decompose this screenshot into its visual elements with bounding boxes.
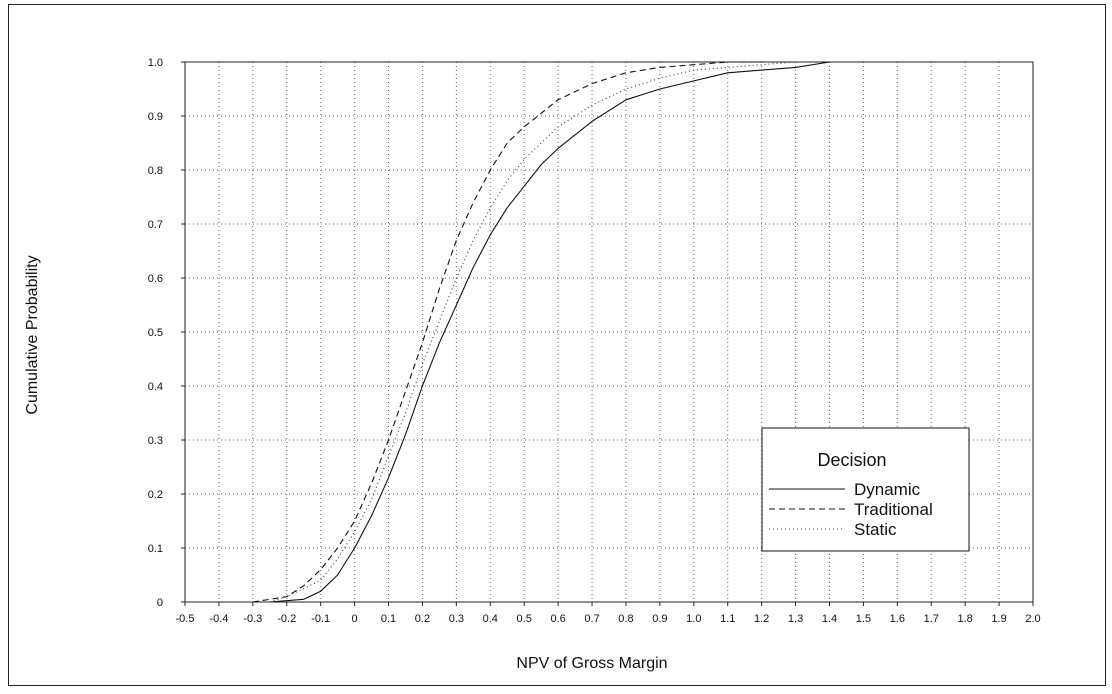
x-tick-label: -0.3 (243, 613, 262, 625)
series-line-static (269, 61, 796, 603)
x-tick-label: 0.8 (618, 613, 633, 625)
chart-frame: -0.5 -0.4 -0.3 -0.2 -0.1 0 0.1 0.2 0.3 0.4 0.5 0.6 0… (8, 4, 1106, 686)
ticks-layer: -0.5 -0.4 -0.3 -0.2 -0.1 0 0.1 0.2 0.3 0.4 0.5 0.6 0… (148, 57, 1041, 625)
y-tick-label: 0.5 (148, 327, 163, 339)
x-tick-label: 2.0 (1025, 613, 1040, 625)
cdf-line-chart: -0.5 -0.4 -0.3 -0.2 -0.1 0 0.1 0.2 0.3 0.4 0.5 0.6 0… (24, 57, 1041, 672)
y-tick-label: 0.8 (148, 165, 163, 177)
y-tick-label: 0.2 (148, 489, 163, 501)
legend-label-traditional: Traditional (854, 500, 933, 519)
x-tick-label: 0.9 (652, 613, 667, 625)
legend-label-dynamic: Dynamic (854, 480, 921, 499)
y-tick-label: 1.0 (148, 57, 163, 69)
series-layer (252, 61, 830, 603)
y-tick-label: 0.3 (148, 435, 163, 447)
grid-layer (185, 62, 1033, 602)
x-tick-label: 1.7 (924, 613, 939, 625)
x-tick-label: 0.7 (584, 613, 599, 625)
legend-title: Decision (817, 450, 886, 470)
legend: Decision Dynamic Traditional Static (761, 427, 970, 552)
y-tick-label: 0.1 (148, 543, 163, 555)
x-tick-label: 0.5 (517, 613, 532, 625)
x-tick-label: 1.2 (754, 613, 769, 625)
x-tick-label: 1.6 (890, 613, 905, 625)
axes-layer (181, 61, 1034, 606)
y-axis-title: Cumulative Probability (24, 255, 41, 414)
x-tick-label: -0.5 (176, 613, 195, 625)
y-tick-label: 0.6 (148, 273, 163, 285)
x-tick-label: 1.8 (958, 613, 973, 625)
x-tick-label: 1.3 (788, 613, 803, 625)
y-tick-label: 0.4 (148, 381, 163, 393)
y-tick-label: 0.9 (148, 111, 163, 123)
x-tick-label: -0.2 (277, 613, 296, 625)
x-tick-label: 0 (352, 613, 358, 625)
x-tick-label: 0.4 (483, 613, 498, 625)
y-tick-label: 0.7 (148, 219, 163, 231)
x-tick-label: 0.1 (381, 613, 396, 625)
x-tick-label: 0.2 (415, 613, 430, 625)
x-tick-label: 1.9 (991, 613, 1006, 625)
legend-label-static: Static (854, 520, 897, 539)
x-tick-label: 1.4 (822, 613, 837, 625)
x-tick-label: 1.1 (720, 613, 735, 625)
x-tick-label: -0.4 (209, 613, 228, 625)
y-tick-label: 0 (157, 597, 163, 609)
x-axis-title: NPV of Gross Margin (516, 655, 667, 672)
x-tick-label: -0.1 (311, 613, 330, 625)
series-line-dynamic (269, 61, 830, 603)
x-tick-label: 1.0 (686, 613, 701, 625)
x-tick-label: 0.3 (449, 613, 464, 625)
x-tick-label: 1.5 (856, 613, 871, 625)
x-tick-label: 0.6 (550, 613, 565, 625)
